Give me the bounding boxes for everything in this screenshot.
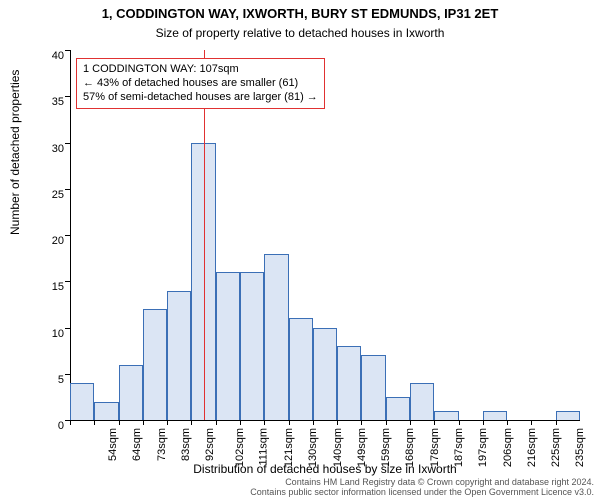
histogram-bar — [556, 411, 580, 420]
histogram-bar — [434, 411, 458, 420]
histogram-bar — [143, 309, 167, 420]
y-axis-label: Number of detached properties — [8, 70, 22, 235]
page-subtitle: Size of property relative to detached ho… — [0, 26, 600, 40]
histogram-bar — [289, 318, 313, 420]
histogram-bar — [94, 402, 118, 421]
plot-area: 1 CODDINGTON WAY: 107sqm← 43% of detache… — [70, 50, 580, 420]
annotation-box: 1 CODDINGTON WAY: 107sqm← 43% of detache… — [76, 58, 325, 109]
histogram-bar — [410, 383, 434, 420]
annotation-line: 57% of semi-detached houses are larger (… — [83, 91, 318, 105]
histogram-bar — [119, 365, 143, 421]
histogram-bar — [313, 328, 337, 421]
x-tick-label: 73sqm — [156, 428, 168, 461]
histogram-bar — [70, 383, 94, 420]
histogram-bar — [483, 411, 507, 420]
histogram-bar — [240, 272, 264, 420]
annotation-line: ← 43% of detached houses are smaller (61… — [83, 77, 318, 91]
footer-line-2: Contains public sector information licen… — [250, 488, 594, 498]
x-tick-label: 64sqm — [131, 428, 143, 461]
histogram-bar — [386, 397, 410, 420]
annotation-line: 1 CODDINGTON WAY: 107sqm — [83, 63, 318, 77]
histogram-bar — [167, 291, 191, 421]
page-title: 1, CODDINGTON WAY, IXWORTH, BURY ST EDMU… — [0, 6, 600, 21]
histogram-bar — [264, 254, 288, 421]
x-tick-label: 92sqm — [204, 428, 216, 461]
x-tick-label: 111sqm — [257, 428, 269, 466]
chart-container: 1, CODDINGTON WAY, IXWORTH, BURY ST EDMU… — [0, 0, 600, 500]
x-tick-label: 83sqm — [180, 428, 192, 461]
x-axis-label: Distribution of detached houses by size … — [70, 462, 580, 476]
histogram-bar — [216, 272, 240, 420]
footer-attribution: Contains HM Land Registry data © Crown c… — [250, 478, 594, 498]
x-tick-label: 54sqm — [107, 428, 119, 461]
histogram-bar — [337, 346, 361, 420]
histogram-bar — [361, 355, 385, 420]
